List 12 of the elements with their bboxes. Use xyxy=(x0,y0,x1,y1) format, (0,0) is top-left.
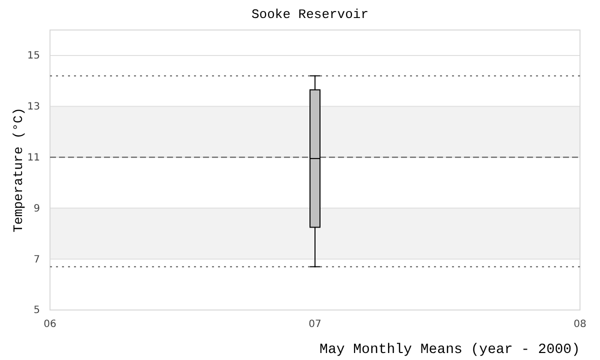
x-tick-label: 08 xyxy=(574,319,586,330)
x-tick-label: 06 xyxy=(44,319,56,330)
y-tick-label: 5 xyxy=(34,305,40,316)
x-tick-label: 07 xyxy=(308,319,322,330)
y-tick-label: 13 xyxy=(27,102,40,113)
x-axis-title: May Monthly Means (year - 2000) xyxy=(320,342,580,358)
y-tick-label: 15 xyxy=(27,50,40,62)
chart-title: Sooke Reservoir xyxy=(251,7,369,22)
y-tick-label: 11 xyxy=(27,152,40,164)
y-tick-label: 9 xyxy=(34,203,40,214)
y-axis-title: Temperature (°C) xyxy=(11,108,26,232)
y-tick-label: 7 xyxy=(34,254,40,266)
